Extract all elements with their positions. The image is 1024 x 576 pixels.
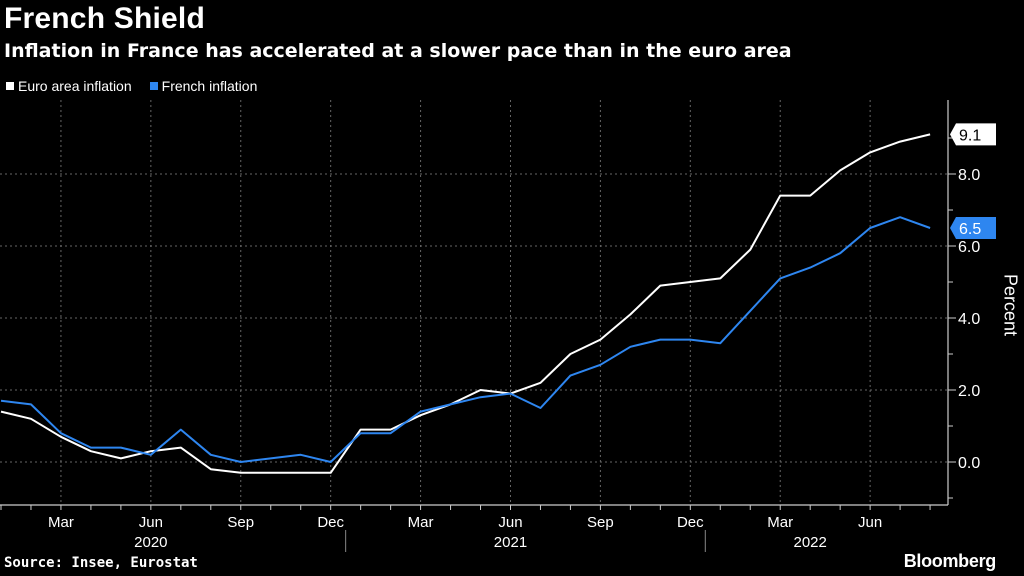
x-tick-label: Dec — [677, 514, 704, 531]
euro-area-line — [0, 133, 931, 474]
legend-swatch-euro — [6, 82, 14, 90]
bloomberg-logo: Bloomberg — [903, 551, 997, 571]
legend-item-euro: Euro area inflation — [6, 78, 132, 94]
y-tick-label: 2.0 — [958, 383, 980, 400]
x-tick-label: Dec — [317, 514, 344, 531]
y-tick-label: 8.0 — [958, 167, 980, 184]
year-label: 2020 — [134, 534, 167, 551]
x-tick-label: Jun — [139, 514, 163, 531]
y-tick-label: 0.0 — [958, 455, 980, 472]
x-tick-label: Sep — [227, 514, 254, 531]
chart-title: French Shield — [4, 2, 205, 35]
euro-last-value-label: 9.1 — [959, 127, 981, 144]
legend-swatch-france — [149, 82, 158, 90]
legend-label-euro: Euro area inflation — [18, 78, 132, 94]
x-tick-label: Sep — [587, 514, 614, 531]
france-last-value-badge — [950, 217, 996, 239]
x-tick-label: Jun — [858, 514, 882, 531]
y-tick-label: 4.0 — [958, 311, 980, 328]
x-tick-label: Mar — [48, 514, 74, 531]
chart-subtitle: Inflation in France has accelerated at a… — [4, 40, 792, 62]
euro-last-value-badge — [950, 123, 996, 146]
y-tick-label: 6.0 — [958, 239, 980, 256]
legend-item-france: French inflation — [149, 78, 258, 94]
y-axis-label: Percent — [1000, 273, 1021, 337]
legend-label-france: French inflation — [161, 78, 258, 94]
x-tick-label: Mar — [767, 514, 793, 531]
year-label: 2022 — [794, 534, 827, 551]
source-note: Source: Insee, Eurostat — [4, 555, 198, 571]
legend: Euro area inflation French inflation — [6, 78, 257, 94]
x-tick-label: Mar — [408, 514, 434, 531]
france-last-value-label: 6.5 — [959, 221, 981, 238]
x-tick-label: Jun — [498, 514, 522, 531]
french-inflation-line — [0, 216, 931, 463]
year-label: 2021 — [494, 534, 527, 551]
